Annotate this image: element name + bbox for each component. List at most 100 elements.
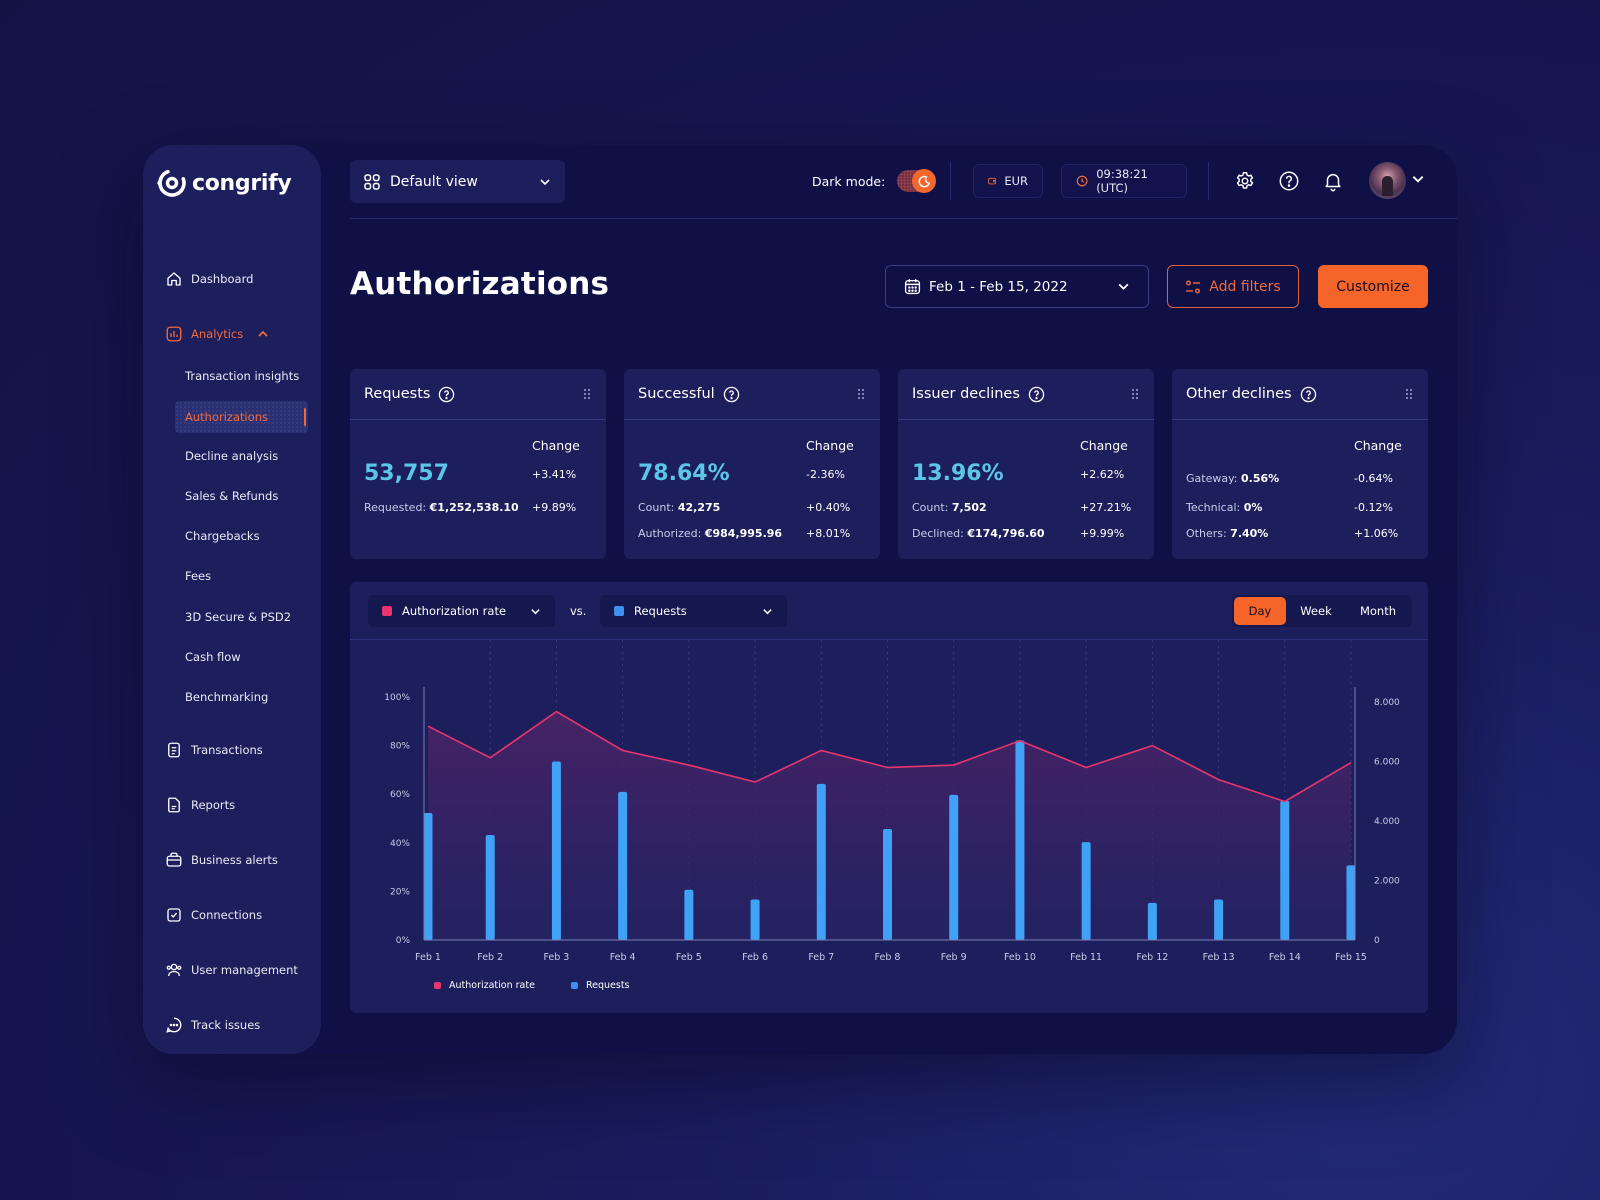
bar-requests[interactable] [1346,865,1356,940]
bar-requests[interactable] [684,889,694,940]
report-icon [168,797,180,813]
divider [950,162,951,200]
granularity-day[interactable]: Day [1234,597,1286,625]
bar-requests[interactable] [750,899,760,940]
kpi-row: Requested: €1,252,538.10 [364,501,519,514]
help-button[interactable] [1276,168,1302,194]
bar-requests[interactable] [485,834,495,940]
divider [1208,162,1209,200]
svg-text:Feb 13: Feb 13 [1203,952,1235,963]
bar-requests[interactable] [1147,902,1157,940]
bar-requests[interactable] [618,791,628,940]
svg-text:6.000: 6.000 [1374,758,1400,768]
add-filters-button[interactable]: Add filters [1167,265,1299,308]
filter-sliders-icon [1186,280,1201,293]
sidebar-subitem-3d-secure[interactable]: 3D Secure & PSD2 [185,610,292,624]
bar-requests[interactable] [551,761,561,941]
kpi-change: +2.62% [1080,468,1125,481]
bell-icon [1325,173,1341,192]
date-range-picker[interactable]: Feb 1 - Feb 15, 2022 [885,265,1149,308]
granularity-week[interactable]: Week [1300,604,1332,618]
svg-text:4.000: 4.000 [1374,817,1400,827]
kpi-row-change: +27.21% [1080,501,1132,514]
sidebar-item-reports[interactable]: Reports [165,796,235,814]
metric-b-label: Requests [634,604,687,618]
kpi-row: Count: 7,502 [912,501,987,514]
kpi-row: Declined: €174,796.60 [912,527,1045,540]
metric-a-label: Authorization rate [402,604,507,618]
bar-requests[interactable] [949,794,959,940]
svg-text:Feb 9: Feb 9 [941,952,967,963]
page-title: Authorizations [350,266,610,302]
granularity-month[interactable]: Month [1359,604,1397,618]
help-icon[interactable] [723,386,740,403]
bar-requests[interactable] [1280,800,1290,940]
user-avatar[interactable] [1369,162,1406,199]
svg-text:0: 0 [1374,936,1380,946]
sidebar-item-label: Transactions [191,743,263,757]
metric-b-selector[interactable]: Requests [600,595,787,627]
briefcase-icon [166,852,182,867]
view-selector-label: Default view [390,173,478,190]
legend-item-authorization-rate[interactable]: Authorization rate [434,980,535,991]
sidebar-subitem-sales-refunds[interactable]: Sales & Refunds [185,489,279,503]
customize-button[interactable]: Customize [1318,265,1428,308]
sidebar-item-business-alerts[interactable]: Business alerts [165,851,278,869]
chevron-down-icon[interactable] [1411,172,1425,186]
card-title: Requests [364,386,431,402]
bar-requests[interactable] [1214,899,1224,940]
sidebar-item-dashboard[interactable]: Dashboard [165,270,253,288]
sidebar-subitem-chargebacks[interactable]: Chargebacks [185,529,260,543]
legend-item-requests[interactable]: Requests [570,980,630,991]
authorization-chart: 0%20%40%60%80%100%02.0004.0006.0008.000 … [384,640,1400,963]
sidebar-item-transactions[interactable]: Transactions [165,741,263,759]
svg-text:Feb 10: Feb 10 [1004,952,1036,963]
kpi-row: Gateway: 0.56% [1186,472,1280,485]
svg-text:Feb 7: Feb 7 [808,952,834,963]
drag-handle-icon[interactable] [582,388,592,400]
kpi-row: Authorized: €984,995.96 [638,527,783,540]
sidebar-subitem-fees[interactable]: Fees [185,569,212,583]
kpi-change: +3.41% [532,468,577,481]
dark-mode-toggle[interactable] [897,169,937,193]
drag-handle-icon[interactable] [1130,388,1140,400]
view-selector[interactable]: Default view [350,160,565,203]
sidebar-item-connections[interactable]: Connections [165,906,262,924]
svg-text:80%: 80% [390,742,410,752]
clock-display: 09:38:21 (UTC) [1061,164,1187,198]
sidebar-subitem-authorizations[interactable]: Authorizations [175,401,308,433]
sidebar-subitem-transaction-insights[interactable]: Transaction insights [185,369,300,383]
change-header: Change [806,438,854,453]
bar-requests[interactable] [423,812,433,940]
bar-requests[interactable] [1081,842,1091,940]
bar-requests[interactable] [883,829,892,940]
currency-selector[interactable]: EUR [973,164,1043,198]
sidebar-item-label: Dashboard [191,272,254,286]
kpi-row-change: +8.01% [806,527,851,540]
drag-handle-icon[interactable] [1404,388,1414,400]
chevron-down-icon [763,608,772,614]
bar-requests[interactable] [1015,740,1025,940]
sidebar-subitem-benchmarking[interactable]: Benchmarking [185,690,269,704]
sidebar-subitem-cash-flow[interactable]: Cash flow [185,650,241,664]
sidebar-item-analytics[interactable]: Analytics [165,325,269,343]
kpi-row-change: +9.99% [1080,527,1125,540]
brand-logo[interactable]: congrify [156,167,292,199]
add-filters-label: Add filters [1209,278,1281,295]
settings-button[interactable] [1232,168,1258,194]
help-icon[interactable] [438,386,455,403]
svg-text:Feb 12: Feb 12 [1136,952,1168,963]
drag-handle-icon[interactable] [856,388,866,400]
svg-text:2.000: 2.000 [1374,877,1400,887]
sidebar-item-track-issues[interactable]: Track issues [165,1016,260,1034]
metric-a-selector[interactable]: Authorization rate [368,595,555,627]
sidebar-subitem-decline-analysis[interactable]: Decline analysis [185,449,279,463]
notifications-button[interactable] [1320,168,1346,194]
chevron-down-icon [1118,283,1129,290]
kpi-value: 78.64% [638,461,730,486]
help-icon[interactable] [1300,386,1317,403]
kpi-row: Technical: 0% [1186,501,1263,514]
sidebar-item-user-management[interactable]: User management [165,961,298,979]
bar-requests[interactable] [816,783,826,940]
help-icon[interactable] [1028,386,1045,403]
